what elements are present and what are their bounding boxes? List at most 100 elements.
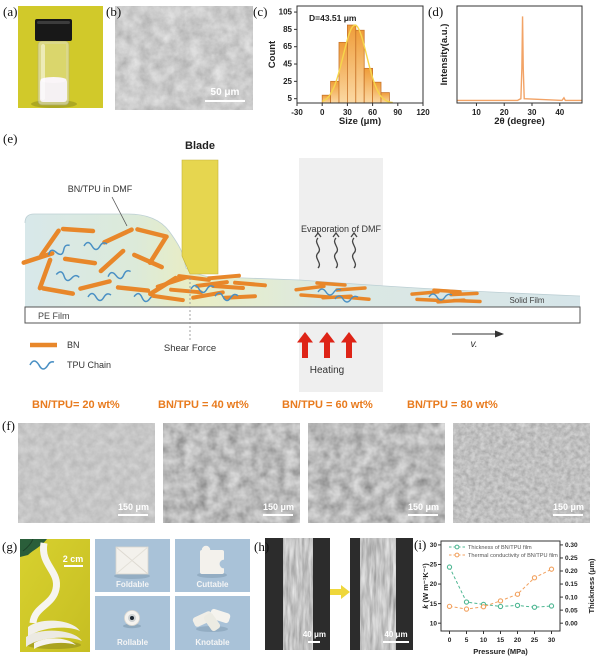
sem-h2-texture — [350, 538, 413, 650]
panel-label-g: (g) — [2, 539, 18, 554]
panel-h-sem-before: 40 μm — [265, 538, 330, 650]
svg-text:20: 20 — [430, 581, 438, 588]
svg-text:5: 5 — [465, 637, 469, 644]
pe-film-substrate — [24, 306, 581, 324]
drying-zone-band — [299, 158, 383, 392]
svg-text:20: 20 — [500, 108, 509, 117]
legend-tpu-swatch — [29, 360, 55, 370]
svg-text:25: 25 — [531, 637, 539, 644]
panel-label-c: (c) — [253, 4, 268, 19]
film-fold-1 — [28, 620, 80, 637]
panel-f-sem-60wt: 150 μm — [308, 423, 445, 523]
panel-i-chart: 0 5 10 15 20 25 30 10 15 20 25 30 0.00 0.05 0.10 0.15 0.… — [421, 535, 600, 659]
svg-text:10: 10 — [480, 637, 488, 644]
xrd-chart-svg: 10 20 30 40 2θ (degree) Intensity(a.u.) — [439, 5, 583, 127]
tile-cuttable-label: Cuttable — [197, 580, 230, 589]
scale-bar-f2-text: 150 μm — [262, 501, 294, 512]
sem-f3-texture — [308, 423, 445, 523]
heating-label: Heating — [310, 365, 344, 376]
scale-bar-f4-text: 150 μm — [552, 501, 584, 512]
panel-f-sem-40wt: 150 μm — [163, 423, 300, 523]
pressure-chart-svg: 0 5 10 15 20 25 30 10 15 20 25 30 0.00 0.05 0.10 0.15 0.… — [421, 540, 596, 656]
svg-text:Pressure (MPa): Pressure (MPa) — [473, 647, 528, 656]
svg-text:40: 40 — [555, 108, 564, 117]
tile-knotable-label: Knotable — [195, 638, 230, 647]
panel-g-photo: 2 cm — [20, 538, 90, 657]
tpu-chains-drying — [317, 288, 359, 303]
f-title-60wt: BN/TPU = 60 wt% — [282, 399, 373, 411]
tile-foldable-label: Foldable — [116, 580, 149, 589]
svg-text:-30: -30 — [291, 108, 303, 117]
tile-rollable-label: Rollable — [117, 638, 149, 647]
svg-text:90: 90 — [393, 108, 402, 117]
scale-bar-f1-text: 150 μm — [117, 501, 149, 512]
tile-rollable-drawing: Rollable — [95, 596, 170, 650]
svg-text:15: 15 — [430, 601, 438, 608]
svg-text:60: 60 — [368, 108, 377, 117]
scale-bar-g-line — [64, 565, 83, 567]
panel-b-sem: 50 μm — [115, 6, 253, 110]
histogram-chart-svg: -30 0 30 60 90 120 5 25 45 65 85 105 D=43.51 μm Size … — [267, 5, 430, 127]
film-photo-drawing: 2 cm — [20, 538, 90, 652]
bn-rods-drying — [294, 281, 371, 301]
svg-text:30: 30 — [528, 108, 537, 117]
svg-text:Thermal conductivity of BN/TPU: Thermal conductivity of BN/TPU film — [468, 553, 558, 559]
panel-label-a: (a) — [3, 4, 18, 19]
tpu-chains-sheared — [190, 284, 239, 302]
svg-text:45: 45 — [283, 60, 292, 69]
svg-text:20: 20 — [514, 637, 522, 644]
legend-tpu-label: TPU Chain — [67, 360, 111, 370]
svg-text:Thickness (μm): Thickness (μm) — [587, 558, 596, 614]
svg-text:Count: Count — [267, 40, 278, 68]
svg-text:D=43.51 μm: D=43.51 μm — [309, 13, 357, 23]
svg-text:10: 10 — [472, 108, 481, 117]
svg-text:2θ (degree): 2θ (degree) — [494, 116, 545, 126]
tpu-chains-pool — [47, 241, 158, 303]
tpu-chain-solid — [428, 293, 453, 301]
svg-text:85: 85 — [283, 25, 292, 34]
bn-rods-solid — [410, 288, 482, 304]
scale-bar-b-text: 50 μm — [210, 86, 240, 98]
velocity-arrow-head — [495, 330, 504, 338]
scale-bar-f4: 150 μm — [552, 501, 584, 516]
svg-text:10: 10 — [430, 620, 438, 627]
scale-bar-f2-line — [263, 514, 294, 516]
panel-d-chart: 10 20 30 40 2θ (degree) Intensity(a.u.) — [439, 0, 600, 131]
tile-rollable: Rollable — [95, 596, 170, 655]
scale-bar-h1-line — [308, 641, 321, 643]
scale-bar-f4-line — [553, 514, 584, 516]
svg-text:25: 25 — [283, 77, 292, 86]
blade-shape — [181, 159, 219, 275]
panel-label-d: (d) — [428, 4, 444, 19]
f-title-20wt: BN/TPU= 20 wt% — [32, 399, 120, 411]
puzzle-piece — [200, 550, 224, 574]
scale-bar-h1-text: 40 μm — [302, 629, 326, 639]
compression-arrow-icon — [330, 585, 350, 599]
svg-text:5: 5 — [288, 94, 293, 103]
vial-photo-drawing — [18, 6, 103, 108]
svg-text:0: 0 — [320, 108, 325, 117]
velocity-label: v. — [470, 339, 477, 350]
scale-bar-f3-text: 150 μm — [407, 501, 439, 512]
tile-knotable-drawing: Knotable — [175, 596, 250, 650]
svg-text:0.25: 0.25 — [565, 555, 578, 562]
scale-bar-h2-line — [383, 641, 409, 643]
shear-force-label: Shear Force — [164, 343, 216, 354]
knotted-film — [192, 608, 231, 632]
panel-label-e: (e) — [3, 131, 18, 146]
solid-film-label: Solid Film — [509, 296, 544, 305]
film-fold-2 — [26, 630, 82, 647]
scale-bar-h1: 40 μm — [302, 629, 326, 643]
svg-text:0.05: 0.05 — [565, 607, 578, 614]
tile-cuttable: Cuttable — [175, 539, 250, 597]
scale-bar-h2: 40 μm — [383, 630, 409, 643]
panel-label-f: (f) — [2, 418, 15, 433]
scale-bar-f2: 150 μm — [262, 501, 294, 516]
sem-f1-texture — [18, 423, 155, 523]
film-fold-3 — [34, 638, 76, 649]
heating-arrows — [297, 332, 357, 358]
scale-bar-f3: 150 μm — [407, 501, 439, 516]
panel-label-b: (b) — [106, 4, 122, 19]
svg-text:k (W m⁻¹K⁻¹): k (W m⁻¹K⁻¹) — [421, 563, 430, 609]
